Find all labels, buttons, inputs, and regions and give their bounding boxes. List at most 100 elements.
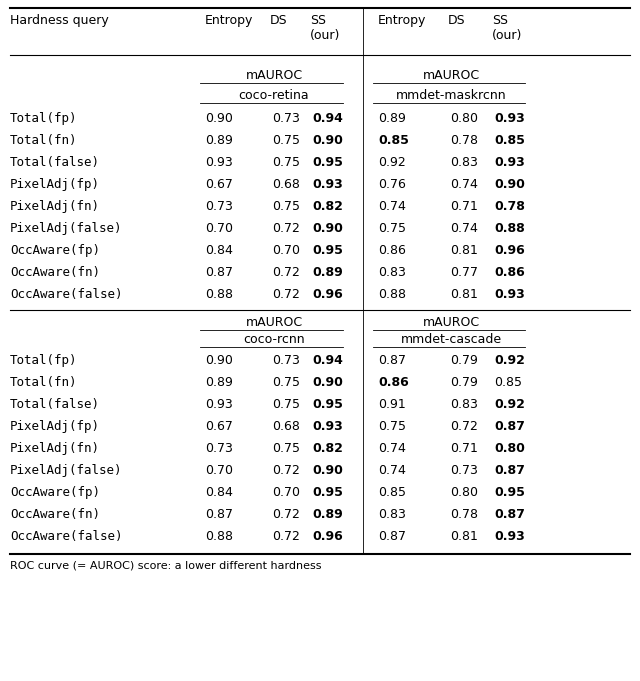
Text: mAUROC: mAUROC [245,316,303,329]
Text: 0.82: 0.82 [312,442,343,455]
Text: OccAware(false): OccAware(false) [10,530,122,543]
Text: 0.87: 0.87 [205,266,233,279]
Text: 0.83: 0.83 [450,156,478,169]
Text: 0.89: 0.89 [312,508,343,521]
Text: DS: DS [270,14,287,27]
Text: 0.84: 0.84 [205,244,233,257]
Text: 0.88: 0.88 [378,288,406,301]
Text: 0.85: 0.85 [494,376,522,389]
Text: Total(fp): Total(fp) [10,112,77,125]
Text: 0.87: 0.87 [205,508,233,521]
Text: 0.93: 0.93 [205,156,233,169]
Text: 0.96: 0.96 [494,244,525,257]
Text: 0.87: 0.87 [494,420,525,433]
Text: PixelAdj(fp): PixelAdj(fp) [10,178,100,191]
Text: 0.92: 0.92 [494,398,525,411]
Text: coco-rcnn: coco-rcnn [243,333,305,346]
Text: 0.67: 0.67 [205,178,233,191]
Text: 0.88: 0.88 [205,288,233,301]
Text: 0.75: 0.75 [272,376,300,389]
Text: 0.72: 0.72 [272,464,300,477]
Text: 0.96: 0.96 [312,530,343,543]
Text: 0.78: 0.78 [450,508,478,521]
Text: 0.78: 0.78 [494,200,525,213]
Text: 0.70: 0.70 [205,464,233,477]
Text: 0.81: 0.81 [450,244,478,257]
Text: OccAware(fp): OccAware(fp) [10,486,100,499]
Text: 0.86: 0.86 [378,376,409,389]
Text: 0.73: 0.73 [205,200,233,213]
Text: 0.92: 0.92 [378,156,406,169]
Text: 0.74: 0.74 [378,200,406,213]
Text: 0.93: 0.93 [205,398,233,411]
Text: Total(false): Total(false) [10,156,100,169]
Text: 0.77: 0.77 [450,266,478,279]
Text: 0.88: 0.88 [205,530,233,543]
Text: 0.93: 0.93 [312,178,343,191]
Text: 0.94: 0.94 [312,354,343,367]
Text: 0.87: 0.87 [378,354,406,367]
Text: 0.90: 0.90 [312,134,343,147]
Text: 0.93: 0.93 [494,112,525,125]
Text: 0.75: 0.75 [272,200,300,213]
Text: PixelAdj(false): PixelAdj(false) [10,222,122,235]
Text: 0.95: 0.95 [312,486,343,499]
Text: 0.74: 0.74 [450,178,478,191]
Text: 0.72: 0.72 [272,266,300,279]
Text: 0.87: 0.87 [494,508,525,521]
Text: 0.90: 0.90 [312,464,343,477]
Text: 0.90: 0.90 [494,178,525,191]
Text: 0.89: 0.89 [205,134,233,147]
Text: 0.90: 0.90 [312,376,343,389]
Text: 0.72: 0.72 [450,420,478,433]
Text: mAUROC: mAUROC [245,69,303,82]
Text: 0.80: 0.80 [494,442,525,455]
Text: 0.74: 0.74 [450,222,478,235]
Text: Total(fn): Total(fn) [10,376,77,389]
Text: 0.83: 0.83 [378,508,406,521]
Text: 0.90: 0.90 [205,112,233,125]
Text: DS: DS [448,14,466,27]
Text: 0.75: 0.75 [272,156,300,169]
Text: 0.95: 0.95 [494,486,525,499]
Text: 0.93: 0.93 [494,530,525,543]
Text: 0.90: 0.90 [312,222,343,235]
Text: 0.70: 0.70 [205,222,233,235]
Text: 0.71: 0.71 [450,442,478,455]
Text: 0.91: 0.91 [378,398,406,411]
Text: OccAware(fn): OccAware(fn) [10,266,100,279]
Text: 0.93: 0.93 [494,156,525,169]
Text: mmdet-maskrcnn: mmdet-maskrcnn [396,89,507,102]
Text: 0.93: 0.93 [312,420,343,433]
Text: 0.73: 0.73 [450,464,478,477]
Text: mmdet-cascade: mmdet-cascade [401,333,502,346]
Text: 0.75: 0.75 [272,398,300,411]
Text: 0.95: 0.95 [312,156,343,169]
Text: 0.85: 0.85 [378,134,409,147]
Text: 0.83: 0.83 [450,398,478,411]
Text: 0.79: 0.79 [450,376,478,389]
Text: 0.74: 0.74 [378,442,406,455]
Text: mAUROC: mAUROC [423,316,480,329]
Text: 0.73: 0.73 [272,112,300,125]
Text: 0.92: 0.92 [494,354,525,367]
Text: OccAware(fn): OccAware(fn) [10,508,100,521]
Text: 0.72: 0.72 [272,508,300,521]
Text: 0.86: 0.86 [378,244,406,257]
Text: 0.88: 0.88 [494,222,525,235]
Text: Total(fn): Total(fn) [10,134,77,147]
Text: 0.75: 0.75 [378,420,406,433]
Text: 0.68: 0.68 [272,178,300,191]
Text: 0.76: 0.76 [378,178,406,191]
Text: 0.72: 0.72 [272,288,300,301]
Text: 0.85: 0.85 [378,486,406,499]
Text: 0.78: 0.78 [450,134,478,147]
Text: Entropy: Entropy [378,14,426,27]
Text: ROC curve (= AUROC) score: a lower different hardness: ROC curve (= AUROC) score: a lower diffe… [10,560,321,570]
Text: 0.75: 0.75 [272,134,300,147]
Text: 0.86: 0.86 [494,266,525,279]
Text: 0.72: 0.72 [272,222,300,235]
Text: 0.93: 0.93 [494,288,525,301]
Text: 0.70: 0.70 [272,486,300,499]
Text: PixelAdj(false): PixelAdj(false) [10,464,122,477]
